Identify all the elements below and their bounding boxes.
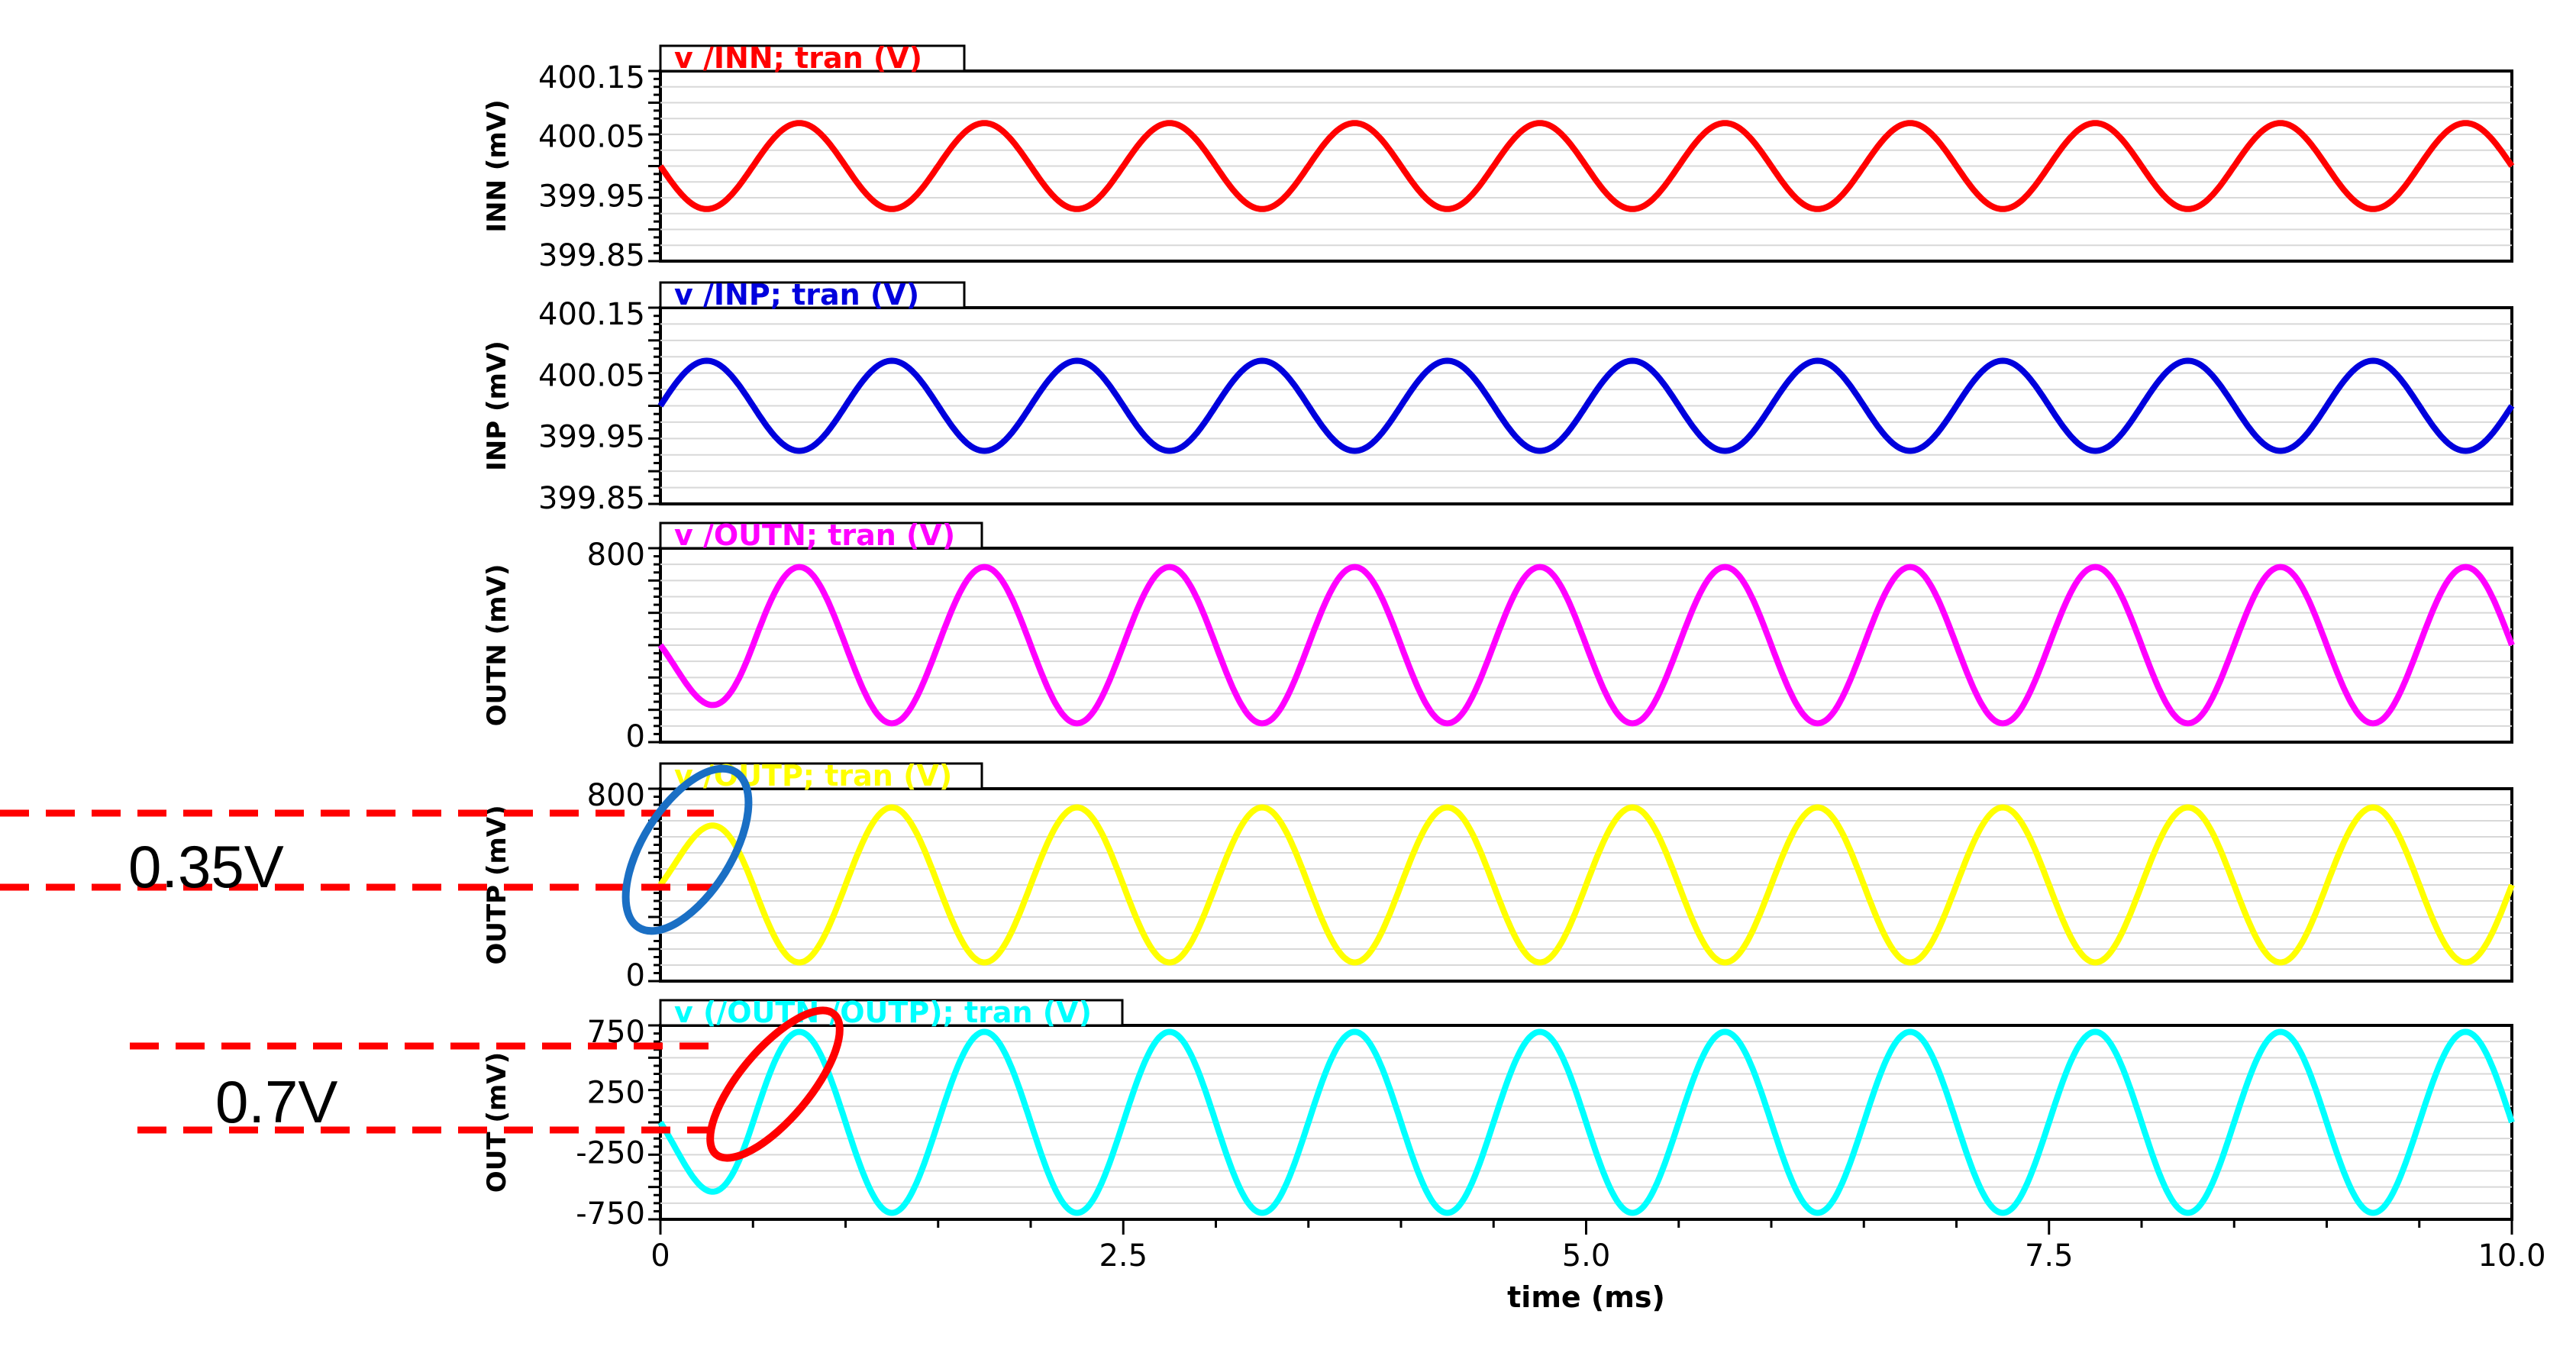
panel-1: 400.15 400.05 399.95 399.85 INN (mV) v /INN; … [482,41,2515,273]
annotation-ellipse-blue [621,764,753,935]
y-axis-label: INN (mV) [482,99,512,232]
annotations-group: 0.35V 0.7V [0,764,844,1162]
y-tick-label: 400.15 [538,297,645,332]
x-axis: 0 2.5 5.0 7.5 10.0 time (ms) [650,1219,2546,1314]
series-title: v /OUTP; tran (V) [674,759,952,793]
x-tick-label: 7.5 [2025,1238,2074,1274]
y-tick-label: 399.95 [538,179,645,214]
y-tick-label: 0 [626,719,645,754]
series-line [657,120,2515,212]
annotation-ellipse-red [706,1006,844,1162]
y-tick-label: 400.05 [538,120,645,155]
y-tick-label: -250 [576,1136,645,1171]
series-title: v /INP; tran (V) [674,278,919,312]
panels-group: 400.15 400.05 399.95 399.85 INN (mV) v /INN; … [482,41,2515,1232]
x-tick-label: 2.5 [1099,1238,1148,1274]
y-axis-label: INP (mV) [482,341,512,471]
y-tick-label: 399.95 [538,420,645,455]
y-tick-label: 400.15 [538,60,645,95]
y-tick-label: 0 [626,958,645,993]
series-line [657,1028,2515,1216]
y-tick-label: 800 [587,538,645,573]
series-title-tab [659,521,983,550]
y-axis-label: OUT (mV) [482,1052,512,1193]
series-title-tab [659,999,1124,1027]
y-tick-label: 399.85 [538,481,645,516]
y-tick-label: 250 [587,1075,645,1110]
series-line [657,563,2515,727]
annotation-0-7v: 0.7V [215,1068,337,1135]
x-tick-label: 10.0 [2478,1238,2545,1274]
series-title: v /INN; tran (V) [674,41,922,75]
series-title: v (/OUTN /OUTP); tran (V) [674,996,1092,1029]
x-tick-label: 5.0 [1562,1238,1611,1274]
series-title: v /OUTN; tran (V) [674,518,955,552]
y-tick-label: -750 [576,1196,645,1232]
panel-2: 400.15 400.05 399.95 399.85 INP (mV) v /INP; … [482,278,2515,516]
series-line [657,804,2515,966]
series-title-tab [659,44,966,73]
panel-3: 800 0 OUTN (mV) v /OUTN; tran (V) [482,518,2515,754]
series-line [657,357,2515,454]
y-tick-label: 399.85 [538,238,645,273]
y-tick-label: 400.05 [538,358,645,393]
y-axis-label: OUTN (mV) [482,564,512,727]
x-tick-label: 0 [650,1238,670,1274]
y-tick-label: 800 [587,778,645,813]
series-title-tab [659,281,966,309]
annotation-0-35v: 0.35V [128,833,284,900]
x-axis-label: time (ms) [1507,1280,1665,1314]
